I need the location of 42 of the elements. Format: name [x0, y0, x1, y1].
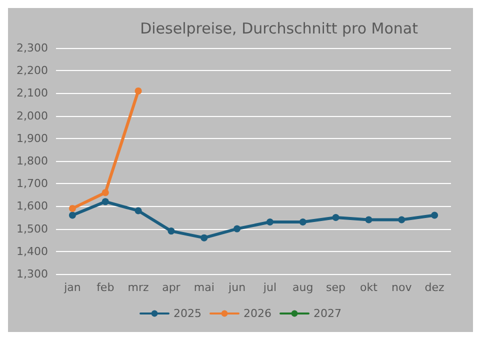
- point: [134, 87, 142, 94]
- legend-label: 2025: [174, 307, 202, 320]
- y-tick-label: 1,400: [16, 244, 48, 258]
- y-tick-label: 1,800: [16, 154, 48, 168]
- y-tick-label: 1,300: [16, 268, 48, 280]
- legend-label: 2027: [313, 307, 342, 320]
- point: [266, 218, 274, 226]
- chart-title: Dieselpreise, Durchschnitt pro Monat: [140, 20, 418, 38]
- y-tick-label: 1,500: [16, 222, 48, 236]
- y-tick-label: 2,100: [16, 86, 48, 100]
- y-tick-label: 1,600: [16, 200, 48, 213]
- x-tick-label: apr: [162, 281, 181, 294]
- point: [200, 234, 208, 242]
- point: [102, 189, 109, 196]
- point: [68, 212, 76, 219]
- point: [365, 216, 372, 224]
- point: [168, 228, 175, 235]
- x-tick-label: feb: [96, 281, 114, 294]
- point: [134, 207, 142, 214]
- y-tick-label: 1,900: [16, 132, 48, 145]
- y-tick-label: 2,300: [16, 42, 48, 54]
- x-tick-label: dez: [424, 281, 445, 294]
- point: [68, 204, 76, 212]
- y-tick-label: 2,200: [16, 64, 48, 78]
- y-tick-label: 1,700: [16, 177, 48, 190]
- point: [431, 212, 438, 219]
- point: [234, 225, 241, 232]
- x-tick-label: sep: [326, 281, 346, 294]
- x-tick-label: jun: [228, 281, 246, 294]
- x-tick-label: mrz: [128, 281, 150, 294]
- x-tick-label: mai: [194, 281, 214, 294]
- legend-label: 2026: [244, 307, 272, 320]
- point: [332, 214, 340, 221]
- x-tick-label: okt: [360, 281, 378, 294]
- x-tick-label: jan: [63, 281, 81, 294]
- x-tick-label: aug: [292, 281, 314, 294]
- point: [102, 198, 109, 206]
- point: [299, 218, 306, 226]
- x-tick-label: jul: [262, 281, 277, 294]
- y-tick-label: 2,000: [16, 109, 48, 122]
- x-tick-label: nov: [392, 281, 412, 294]
- point: [398, 216, 406, 224]
